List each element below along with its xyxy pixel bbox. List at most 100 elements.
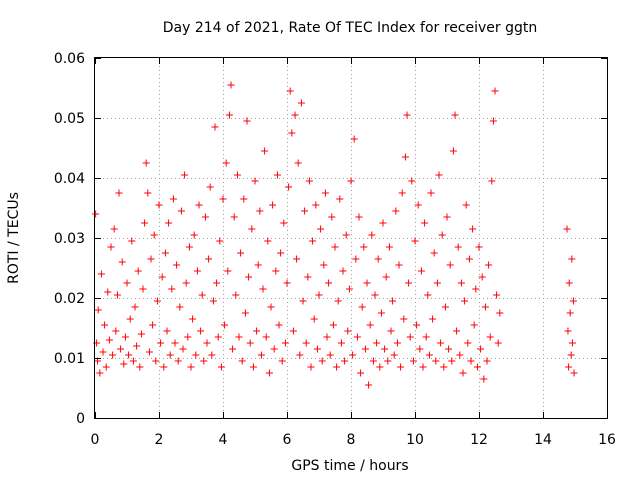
data-point [197,327,205,335]
data-point [321,189,329,197]
data-point [161,249,169,257]
data-point [568,339,576,347]
data-point [157,339,165,347]
data-point [139,285,147,293]
data-point [96,369,104,377]
data-point [429,315,437,323]
data-point [419,363,427,371]
data-point [265,369,273,377]
data-point [470,321,478,329]
data-point [285,183,293,191]
data-point [104,288,112,296]
data-point [133,342,141,350]
data-point [401,153,409,161]
data-point [240,195,248,203]
data-point [409,357,417,365]
data-point [233,171,241,179]
y-tick-labels: 0 0.01 0.02 0.03 0.04 0.05 0.06 [54,51,85,427]
data-point [208,351,216,359]
data-point [241,309,249,317]
data-point [301,207,309,215]
data-point [453,327,461,335]
data-point [329,321,337,329]
data-point [376,363,384,371]
data-point [443,213,451,221]
data-point [491,87,499,95]
data-point [277,249,285,257]
data-point [406,333,414,341]
data-point [445,345,453,353]
data-point [451,111,459,119]
data-point [168,285,176,293]
data-point [405,279,413,287]
data-point [317,225,325,233]
data-point [283,279,291,287]
data-point [121,333,129,341]
data-point [190,231,198,239]
data-point [465,255,473,263]
data-point [125,351,133,359]
data-point [230,213,238,221]
data-point [246,339,254,347]
y-tick-label: 0.06 [54,51,85,67]
data-point [115,189,123,197]
data-point [350,135,358,143]
data-point [117,345,125,353]
data-point [483,357,491,365]
data-point [377,309,385,317]
data-point [360,243,368,251]
data-point [160,363,168,371]
data-point [373,339,381,347]
data-point [94,306,102,314]
data-point [198,291,206,299]
data-point [97,270,105,278]
data-point [397,363,405,371]
data-point [126,315,134,323]
data-point [411,237,419,245]
data-point [365,381,373,389]
data-point [366,321,374,329]
data-point [361,345,369,353]
data-point [414,201,422,209]
data-point [201,213,209,221]
x-tick-label: 12 [470,432,488,448]
data-point [171,339,179,347]
data-point [389,297,397,305]
data-point [456,351,464,359]
data-point [398,189,406,197]
x-tick-label: 10 [406,432,424,448]
data-point [454,243,462,251]
data-point [477,345,485,353]
data-point [435,171,443,179]
data-point [144,189,152,197]
data-point [206,183,214,191]
data-point [107,243,115,251]
data-point [222,159,230,167]
data-point [173,261,181,269]
data-point [185,243,193,251]
data-point [341,357,349,365]
data-point [568,255,576,263]
data-point [427,189,435,197]
data-point [496,309,504,317]
data-point [475,243,483,251]
data-point [565,363,573,371]
data-point [294,159,302,167]
data-point [205,255,213,263]
data-point [489,117,497,125]
data-point [481,303,489,311]
data-point [459,369,467,377]
axis-ticks [95,58,608,419]
data-point [174,357,182,365]
data-point [275,321,283,329]
data-point [369,357,377,365]
data-point [339,267,347,275]
data-point [374,255,382,263]
data-point [245,273,253,281]
data-point [387,327,395,335]
data-point [184,333,192,341]
data-point [105,336,113,344]
data-point [416,345,424,353]
data-point [326,351,334,359]
data-point [352,255,360,263]
